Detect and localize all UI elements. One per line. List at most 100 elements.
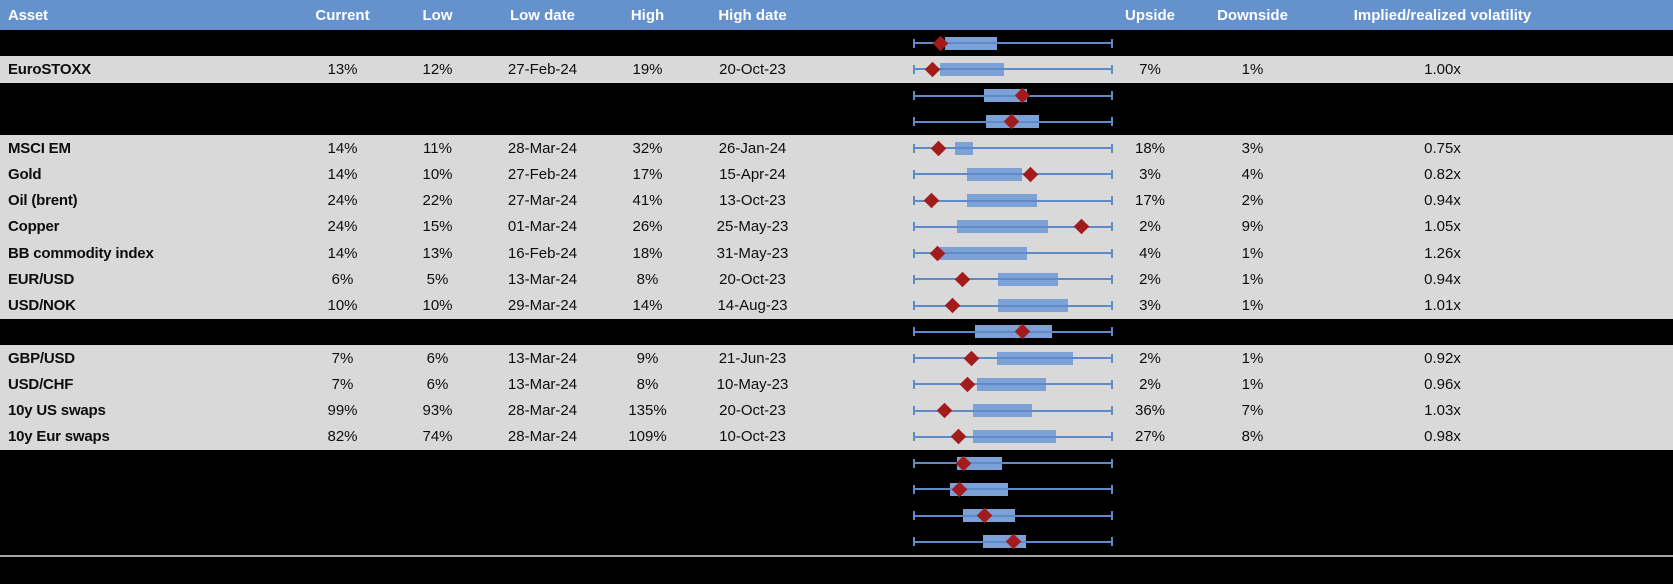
cell-low_date [480, 476, 605, 502]
cell-current [290, 109, 395, 135]
whisker-cap-left [913, 222, 915, 232]
cell-high [605, 476, 690, 502]
header-cell-low_date: Low date [509, 6, 575, 24]
cell-vol: 0.94x [1424, 192, 1461, 210]
cell-high: 9% [636, 349, 659, 367]
whisker-cap-left [913, 458, 915, 468]
cell-filler [1560, 529, 1673, 555]
whisker-cap-right [1111, 38, 1113, 48]
hidden-row [0, 108, 1673, 135]
cell-low [395, 503, 480, 529]
cell-vol: 1.03x [1424, 402, 1461, 420]
cell-low [395, 450, 480, 476]
cell-downside [1180, 109, 1325, 135]
cell-filler [1560, 503, 1673, 529]
boxplot [913, 293, 1113, 319]
table-header-row: Asset Current Low Low date High High date Upsi… [0, 0, 1673, 30]
cell-high [605, 503, 690, 529]
whisker-cap-left [913, 327, 915, 337]
cell-high: 8% [636, 270, 659, 288]
cell-filler [1560, 424, 1673, 450]
boxplot [913, 188, 1113, 214]
cell-downside: 1% [1241, 349, 1264, 367]
current-marker-diamond [944, 297, 960, 314]
cell-high_date [690, 529, 815, 555]
whisker-line [913, 409, 1113, 412]
cell-downside [1180, 83, 1325, 109]
whisker-cap-left [913, 91, 915, 101]
divider-line [0, 555, 1673, 557]
cell-high_date [690, 476, 815, 502]
boxplot [913, 424, 1113, 450]
current-marker-diamond [930, 140, 946, 156]
whisker-cap-right [1111, 301, 1113, 311]
table-row: Gold 14% 10% 27-Feb-24 17% 15-Apr-24 3% 4% 0.82x [0, 161, 1673, 188]
cell-low: 6% [426, 349, 449, 367]
cell-upside: 2% [1139, 349, 1161, 367]
table-row: BB commodity index 14% 13% 16-Feb-24 18% 31-M… [0, 240, 1673, 267]
cell-upside: 2% [1139, 375, 1161, 393]
hidden-row [0, 30, 1673, 57]
cell-current [290, 476, 395, 502]
whisker-cap-right [1111, 353, 1113, 363]
table-row: USD/NOK 10% 10% 29-Mar-24 14% 14-Aug-23 3% 1% 1.… [0, 292, 1673, 319]
cell-high_date: 26-Jan-24 [718, 139, 787, 157]
current-marker-diamond [963, 350, 979, 366]
cell-low: 13% [422, 244, 453, 262]
cell-high: 17% [632, 165, 663, 183]
cell-low_date: 13-Mar-24 [507, 349, 578, 367]
cell-low_date: 28-Mar-24 [507, 428, 578, 446]
cell-asset: USD/NOK [8, 297, 76, 315]
cell-boxplot [815, 161, 1120, 187]
cell-boxplot [815, 424, 1120, 450]
header-cell-filler [1560, 0, 1673, 30]
cell-low [395, 83, 480, 109]
table-row: MSCI EM 14% 11% 28-Mar-24 32% 26-Jan-24 18% 3% 0… [0, 135, 1673, 162]
cell-filler [1560, 109, 1673, 135]
cell-high_date: 13-Oct-23 [719, 192, 786, 210]
cell-low_date [480, 319, 605, 345]
whisker-line [913, 304, 1113, 307]
cell-boxplot [815, 529, 1120, 555]
cell-vol [1325, 319, 1560, 345]
cell-asset: EUR/USD [8, 270, 75, 288]
cell-high: 19% [632, 60, 663, 78]
whisker-cap-right [1111, 143, 1113, 153]
cell-upside [1120, 503, 1180, 529]
cell-low: 10% [422, 165, 453, 183]
hidden-row [0, 476, 1673, 503]
table-row: 10y Eur swaps 82% 74% 28-Mar-24 109% 10-Oct-2… [0, 423, 1673, 450]
whisker-cap-right [1111, 196, 1113, 206]
cell-upside [1120, 319, 1180, 345]
cell-boxplot [815, 503, 1120, 529]
cell-low_date: 27-Mar-24 [507, 192, 578, 210]
cell-asset: GBP/USD [8, 349, 75, 367]
cell-upside [1120, 450, 1180, 476]
cell-high_date: 25-May-23 [716, 218, 789, 236]
whisker-cap-left [913, 379, 915, 389]
cell-upside [1120, 83, 1180, 109]
cell-high_date [690, 319, 815, 345]
cell-downside: 1% [1241, 270, 1264, 288]
cell-low_date: 27-Feb-24 [507, 165, 578, 183]
cell-low_date: 13-Mar-24 [507, 270, 578, 288]
cell-downside [1180, 30, 1325, 56]
cell-asset [0, 503, 290, 529]
whisker-cap-right [1111, 379, 1113, 389]
whisker-cap-left [913, 248, 915, 258]
cell-boxplot [815, 30, 1120, 56]
whisker-cap-left [913, 511, 915, 521]
whisker-line [913, 94, 1113, 97]
cell-filler [1560, 345, 1673, 371]
header-cell-vol: Implied/realized volatility [1353, 6, 1532, 24]
cell-current: 24% [327, 192, 358, 210]
whisker-cap-left [913, 537, 915, 547]
whisker-line [913, 252, 1113, 255]
boxplot [913, 30, 1113, 56]
table-row: Copper 24% 15% 01-Mar-24 26% 25-May-23 2% 9% 1.0… [0, 213, 1673, 240]
cell-asset: Gold [8, 165, 42, 183]
cell-high_date: 15-Apr-24 [719, 165, 786, 183]
cell-vol [1325, 476, 1560, 502]
cell-low_date: 27-Feb-24 [507, 60, 578, 78]
cell-filler [1560, 319, 1673, 345]
